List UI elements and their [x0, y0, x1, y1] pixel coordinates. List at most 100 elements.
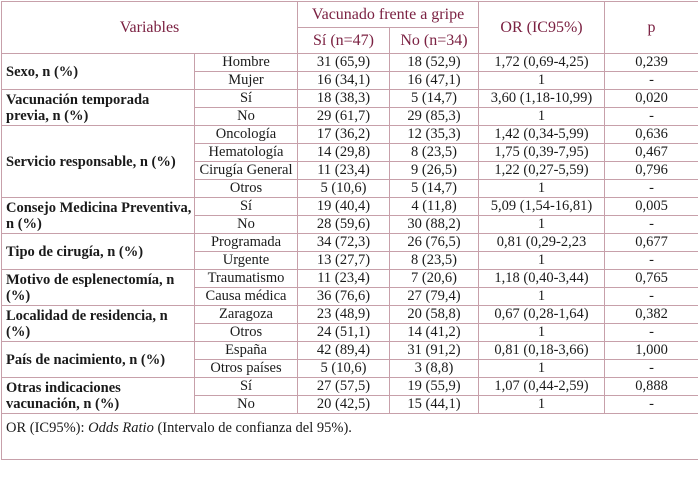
category-cell: Sí	[195, 198, 298, 216]
p-value-cell: 0,636	[605, 126, 698, 144]
p-value-cell: 0,020	[605, 90, 698, 108]
vaccinated-yes-cell: 13 (27,7)	[298, 252, 390, 270]
variable-label: País de nacimiento, n (%)	[2, 342, 195, 378]
odds-ratio-cell: 1,75 (0,39-7,95)	[479, 144, 605, 162]
vaccinated-yes-cell: 11 (23,4)	[298, 162, 390, 180]
p-value-cell: 0,239	[605, 54, 698, 72]
vaccinated-yes-cell: 28 (59,6)	[298, 216, 390, 234]
vaccinated-yes-cell: 36 (76,6)	[298, 288, 390, 306]
vaccinated-no-cell: 30 (88,2)	[390, 216, 479, 234]
p-value-cell: 0,467	[605, 144, 698, 162]
p-value-cell: -	[605, 288, 698, 306]
vaccinated-yes-cell: 31 (65,9)	[298, 54, 390, 72]
category-cell: Otros países	[195, 360, 298, 378]
vaccinated-yes-cell: 19 (40,4)	[298, 198, 390, 216]
header-no: No (n=34)	[390, 28, 479, 54]
category-cell: Programada	[195, 234, 298, 252]
variable-label: Tipo de cirugía, n (%)	[2, 234, 195, 270]
p-value-cell: -	[605, 360, 698, 378]
variable-label: Sexo, n (%)	[2, 54, 195, 90]
variable-label: Otras indicaciones vacunación, n (%)	[2, 378, 195, 414]
vaccinated-yes-cell: 24 (51,1)	[298, 324, 390, 342]
odds-ratio-cell: 1	[479, 396, 605, 414]
footnote-row: OR (IC95%): Odds Ratio (Intervalo de con…	[2, 414, 698, 460]
vaccinated-yes-cell: 5 (10,6)	[298, 360, 390, 378]
odds-ratio-cell: 1,72 (0,69-4,25)	[479, 54, 605, 72]
odds-ratio-cell: 1,22 (0,27-5,59)	[479, 162, 605, 180]
vaccinated-no-cell: 16 (47,1)	[390, 72, 479, 90]
vaccinated-no-cell: 7 (20,6)	[390, 270, 479, 288]
category-cell: Sí	[195, 90, 298, 108]
p-value-cell: -	[605, 216, 698, 234]
vaccinated-no-cell: 12 (35,3)	[390, 126, 479, 144]
footnote-suffix: (Intervalo de confianza del 95%).	[154, 420, 352, 436]
p-value-cell: -	[605, 72, 698, 90]
category-cell: Hematología	[195, 144, 298, 162]
p-value-cell: -	[605, 252, 698, 270]
category-cell: Cirugía General	[195, 162, 298, 180]
p-value-cell: -	[605, 108, 698, 126]
category-cell: Sí	[195, 378, 298, 396]
p-value-cell: 0,677	[605, 234, 698, 252]
variable-label: Vacunación temporada previa, n (%)	[2, 90, 195, 126]
p-value-cell: 0,005	[605, 198, 698, 216]
variable-label: Localidad de residencia, n (%)	[2, 306, 195, 342]
header-vaccinated-group: Vacunado frente a gripe	[298, 2, 479, 28]
header-row-1: Variables Vacunado frente a gripe OR (IC…	[2, 2, 698, 28]
table-row: Motivo de esplenectomía, n (%)Traumatism…	[2, 270, 698, 288]
category-cell: Hombre	[195, 54, 298, 72]
category-cell: Zaragoza	[195, 306, 298, 324]
vaccinated-yes-cell: 5 (10,6)	[298, 180, 390, 198]
vaccinated-yes-cell: 18 (38,3)	[298, 90, 390, 108]
footnote-prefix: OR (IC95%):	[6, 420, 88, 436]
category-cell: Traumatismo	[195, 270, 298, 288]
vaccinated-yes-cell: 27 (57,5)	[298, 378, 390, 396]
category-cell: España	[195, 342, 298, 360]
footnote: OR (IC95%): Odds Ratio (Intervalo de con…	[2, 414, 698, 460]
category-cell: No	[195, 216, 298, 234]
odds-ratio-cell: 0,81 (0,29-2,23	[479, 234, 605, 252]
odds-ratio-cell: 1,07 (0,44-2,59)	[479, 378, 605, 396]
category-cell: Causa médica	[195, 288, 298, 306]
vaccinated-yes-cell: 20 (42,5)	[298, 396, 390, 414]
vaccinated-no-cell: 27 (79,4)	[390, 288, 479, 306]
header-yes: Sí (n=47)	[298, 28, 390, 54]
variable-label: Consejo Medicina Preventiva, n (%)	[2, 198, 195, 234]
category-cell: Oncología	[195, 126, 298, 144]
vaccinated-no-cell: 31 (91,2)	[390, 342, 479, 360]
category-cell: Urgente	[195, 252, 298, 270]
vaccinated-no-cell: 14 (41,2)	[390, 324, 479, 342]
vaccinated-no-cell: 8 (23,5)	[390, 144, 479, 162]
odds-ratio-cell: 1	[479, 252, 605, 270]
variable-label: Servicio responsable, n (%)	[2, 126, 195, 198]
category-cell: Otros	[195, 180, 298, 198]
vaccinated-yes-cell: 34 (72,3)	[298, 234, 390, 252]
p-value-cell: -	[605, 396, 698, 414]
odds-ratio-cell: 1	[479, 324, 605, 342]
odds-ratio-cell: 0,67 (0,28-1,64)	[479, 306, 605, 324]
category-cell: Otros	[195, 324, 298, 342]
vaccinated-no-cell: 18 (52,9)	[390, 54, 479, 72]
header-or: OR (IC95%)	[479, 2, 605, 54]
odds-ratio-cell: 1	[479, 72, 605, 90]
p-value-cell: -	[605, 180, 698, 198]
results-table: Variables Vacunado frente a gripe OR (IC…	[1, 1, 698, 460]
p-value-cell: 0,888	[605, 378, 698, 396]
p-value-cell: 0,765	[605, 270, 698, 288]
category-cell: No	[195, 108, 298, 126]
vaccinated-no-cell: 5 (14,7)	[390, 180, 479, 198]
variable-label: Motivo de esplenectomía, n (%)	[2, 270, 195, 306]
footnote-italic: Odds Ratio	[88, 420, 154, 436]
odds-ratio-cell: 1	[479, 360, 605, 378]
odds-ratio-cell: 1,42 (0,34-5,99)	[479, 126, 605, 144]
vaccinated-no-cell: 8 (23,5)	[390, 252, 479, 270]
p-value-cell: 1,000	[605, 342, 698, 360]
